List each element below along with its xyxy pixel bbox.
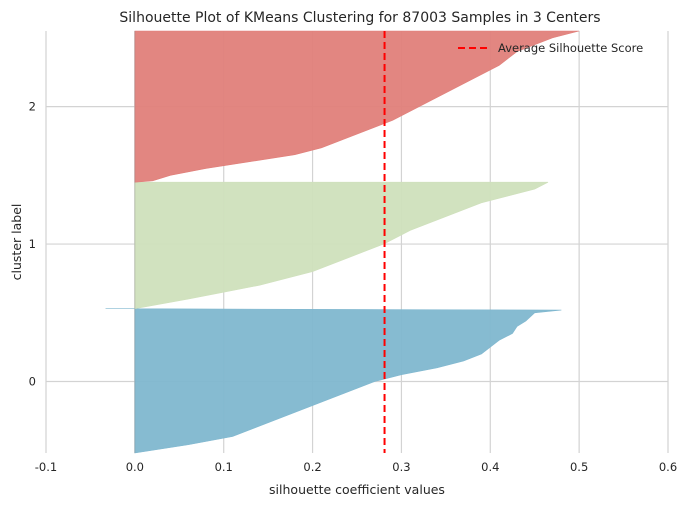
legend: Average Silhouette Score: [458, 41, 643, 55]
x-tick-label: 0.2: [303, 460, 321, 474]
x-tick-label: 0.3: [392, 460, 410, 474]
y-tick-label: 0: [29, 375, 36, 389]
cluster-2-area: [134, 30, 580, 183]
cluster-areas: [105, 30, 580, 454]
x-tick-label: 0.4: [481, 460, 499, 474]
x-tick-label: 0.6: [659, 460, 677, 474]
y-tick-labels: 0 1 2: [29, 100, 36, 389]
y-tick-label: 2: [29, 100, 36, 114]
x-tick-label: 0.0: [126, 460, 144, 474]
chart-title: Silhouette Plot of KMeans Clustering for…: [119, 10, 600, 26]
x-axis-label: silhouette coefficient values: [269, 482, 445, 497]
x-tick-label: 0.1: [215, 460, 233, 474]
legend-average-label: Average Silhouette Score: [498, 41, 643, 55]
y-axis-label: cluster label: [9, 204, 24, 281]
cluster-1-area: [134, 181, 549, 310]
cluster-0-area: [105, 308, 562, 454]
x-tick-labels: -0.1 0.0 0.1 0.2 0.3 0.4 0.5 0.6: [35, 460, 677, 474]
y-tick-label: 1: [29, 237, 36, 251]
x-tick-label: -0.1: [35, 460, 57, 474]
x-tick-label: 0.5: [570, 460, 588, 474]
